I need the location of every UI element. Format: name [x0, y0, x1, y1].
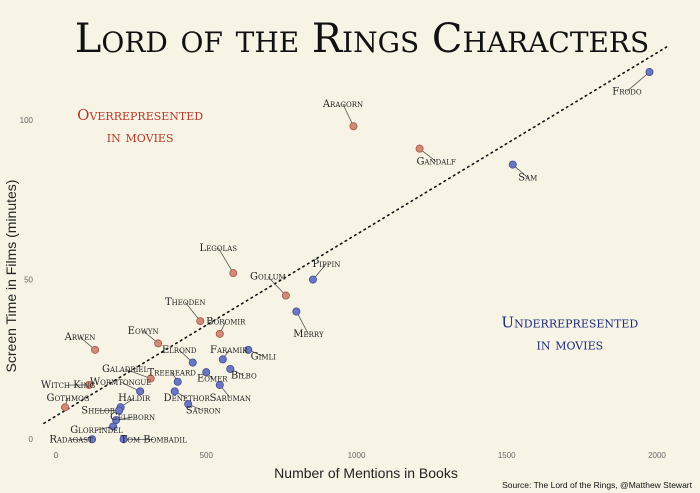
data-point	[415, 144, 424, 153]
point-label: Celeborn	[110, 412, 155, 423]
point-label: Saruman	[210, 393, 251, 404]
data-point	[170, 387, 179, 396]
point-label: Bilbo	[231, 371, 257, 382]
point-label: Eowyn	[128, 326, 159, 337]
data-point	[244, 345, 253, 354]
region-label-sub: in movies	[107, 128, 174, 146]
x-tick-label: 1500	[498, 451, 516, 460]
data-point	[508, 160, 517, 169]
leader-line	[296, 311, 309, 335]
point-label: Denethor	[164, 393, 211, 404]
y-tick-label: 100	[20, 116, 34, 125]
x-tick-label: 0	[54, 451, 59, 460]
data-point	[229, 269, 238, 278]
source-note: Source: The Lord of the Rings, @Matthew …	[502, 480, 693, 490]
point-label: Shelob	[81, 406, 115, 417]
data-point	[349, 122, 358, 131]
data-point	[91, 345, 100, 354]
point-label: Merry	[293, 329, 324, 340]
data-point	[184, 400, 193, 409]
data-point	[119, 435, 128, 444]
data-point	[61, 403, 70, 412]
data-point	[226, 364, 235, 373]
data-point	[215, 329, 224, 338]
leader-line	[217, 247, 234, 274]
data-point	[85, 380, 94, 389]
data-point	[188, 358, 197, 367]
data-point	[218, 355, 227, 364]
x-tick-label: 2000	[648, 451, 666, 460]
point-label: Radagast	[49, 434, 93, 445]
point-label: Tom Bombadil	[121, 434, 188, 445]
data-point	[136, 387, 145, 396]
point-label: Gimli	[251, 351, 277, 362]
trend-line	[43, 45, 669, 425]
data-point	[281, 291, 290, 300]
chart-title: Lord of the Rings Characters	[75, 16, 649, 62]
region-label: Underrepresented	[501, 313, 638, 331]
data-point	[112, 416, 121, 425]
data-point	[109, 422, 118, 431]
x-tick-label: 500	[200, 451, 214, 460]
data-point	[645, 68, 654, 77]
point-label: Gothmog	[47, 393, 90, 404]
data-point	[115, 406, 124, 415]
point-label: Pippin	[313, 259, 341, 270]
y-tick-label: 50	[24, 276, 33, 285]
x-tick-label: 1000	[348, 451, 366, 460]
point-label: Legolas	[199, 243, 237, 254]
point-label: Sam	[518, 173, 537, 184]
y-tick-label: 0	[29, 435, 34, 444]
point-label: Frodo	[612, 86, 642, 97]
data-point	[215, 380, 224, 389]
point-label: Wormtongue	[90, 377, 152, 388]
point-label: Glorfindel	[70, 425, 123, 436]
data-point	[196, 317, 205, 326]
point-label: Arwen	[64, 332, 96, 343]
region-label: Overrepresented	[77, 106, 203, 124]
data-point	[88, 435, 97, 444]
data-point	[202, 368, 211, 377]
point-label: Eomer	[197, 374, 228, 385]
leader-line	[124, 368, 151, 379]
data-point	[146, 374, 155, 383]
leader-line	[267, 276, 287, 296]
point-label: Faramir	[210, 345, 248, 356]
y-axis-label: Screen Time in Films (minutes)	[3, 180, 19, 373]
point-label: Gollum	[250, 272, 286, 283]
x-axis-label: Number of Mentions in Books	[274, 465, 458, 481]
point-label: Haldir	[118, 393, 151, 404]
data-point	[173, 377, 182, 386]
data-point	[292, 307, 301, 316]
region-label-sub: in movies	[536, 335, 603, 353]
data-point	[154, 339, 163, 348]
point-label: Gandalf	[416, 157, 455, 168]
leader-line	[626, 71, 650, 92]
point-label: Boromir	[206, 316, 246, 327]
point-label: Witch King	[41, 380, 96, 391]
leader-line	[184, 301, 201, 322]
leader-line	[342, 103, 354, 127]
point-label: Sauron	[186, 406, 221, 417]
point-label: Theoden	[165, 297, 205, 308]
data-point	[308, 275, 317, 284]
point-label: Treebeard	[148, 367, 197, 378]
point-label: Elrond	[162, 345, 197, 356]
point-label: Aragorn	[322, 99, 363, 110]
point-label: Galadriel	[102, 364, 149, 375]
